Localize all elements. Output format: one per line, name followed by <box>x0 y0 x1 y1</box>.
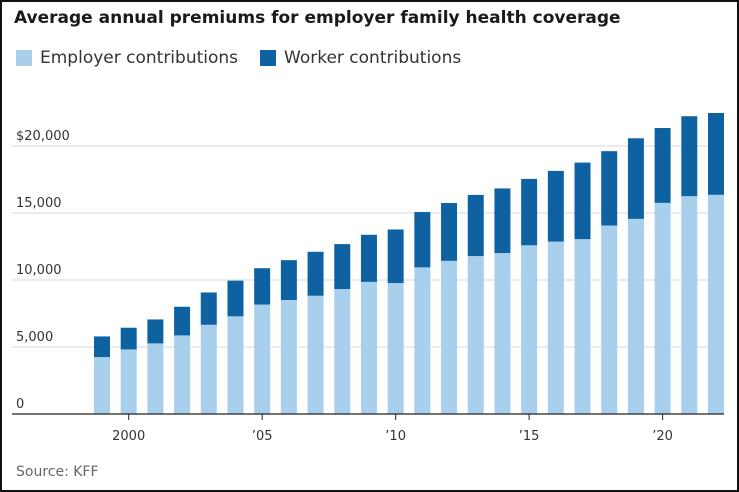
bar-worker <box>174 306 191 336</box>
y-tick-label: 10,000 <box>16 263 62 278</box>
legend-label-employer: Employer contributions <box>40 48 239 68</box>
bar-employer <box>174 335 191 414</box>
bar-employer <box>307 295 324 414</box>
x-tick-label: ’05 <box>252 429 273 444</box>
bar-employer <box>360 281 377 414</box>
bar-employer <box>227 316 244 414</box>
bar-employer <box>654 202 671 414</box>
bar-worker <box>280 260 297 300</box>
y-tick-label: 5,000 <box>16 330 53 345</box>
bar-employer <box>280 299 297 414</box>
chart-legend: Employer contributions Worker contributi… <box>16 48 483 68</box>
y-tick-label: 0 <box>16 397 24 412</box>
bar-worker <box>547 170 564 242</box>
bar-worker <box>521 178 538 246</box>
bar-worker <box>654 128 671 203</box>
bar-employer <box>521 245 538 414</box>
bar-employer <box>254 304 271 414</box>
bar-worker <box>360 234 377 282</box>
bar-employer <box>681 196 698 414</box>
bar-worker <box>494 188 511 254</box>
legend-item-worker: Worker contributions <box>260 48 461 68</box>
legend-label-worker: Worker contributions <box>284 48 462 68</box>
y-tick-label: 15,000 <box>16 196 62 211</box>
bar-worker <box>227 280 244 317</box>
legend-swatch-employer <box>16 50 32 66</box>
legend-item-employer: Employer contributions <box>16 48 238 68</box>
bar-worker <box>681 116 698 197</box>
bar-worker <box>200 292 217 325</box>
bar-worker <box>708 112 724 195</box>
bar-employer <box>334 289 351 414</box>
chart-title: Average annual premiums for employer fam… <box>14 8 621 28</box>
bar-worker <box>627 138 644 219</box>
bar-worker <box>147 319 164 344</box>
bar-worker <box>387 229 404 284</box>
bar-worker <box>467 194 484 257</box>
y-tick-label: $20,000 <box>16 129 70 144</box>
x-tick-label: ’20 <box>652 429 673 444</box>
legend-swatch-worker <box>260 50 277 66</box>
bar-employer <box>627 218 644 414</box>
bar-employer <box>467 256 484 414</box>
bar-employer <box>708 194 724 414</box>
bar-employer <box>441 260 458 414</box>
bar-employer <box>94 357 110 414</box>
bar-employer <box>494 253 511 414</box>
bar-employer <box>200 324 217 414</box>
chart-source: Source: KFF <box>16 464 99 480</box>
bar-worker <box>120 327 137 350</box>
bar-worker <box>307 251 324 296</box>
bar-employer <box>574 239 591 414</box>
x-tick-label: ’15 <box>519 429 540 444</box>
bar-employer <box>387 283 404 414</box>
bar-worker <box>414 212 431 268</box>
x-tick-label: 2000 <box>112 429 145 444</box>
bar-worker <box>601 151 618 226</box>
bar-worker <box>441 203 458 261</box>
bar-employer <box>147 343 164 414</box>
bar-worker <box>334 244 351 290</box>
bar-worker <box>574 162 591 240</box>
bar-worker <box>94 336 110 358</box>
bar-employer <box>120 349 137 414</box>
bar-employer <box>547 241 564 414</box>
bar-employer <box>414 267 431 414</box>
x-tick-label: ’10 <box>385 429 406 444</box>
bar-worker <box>254 268 271 305</box>
bar-employer <box>601 225 618 414</box>
